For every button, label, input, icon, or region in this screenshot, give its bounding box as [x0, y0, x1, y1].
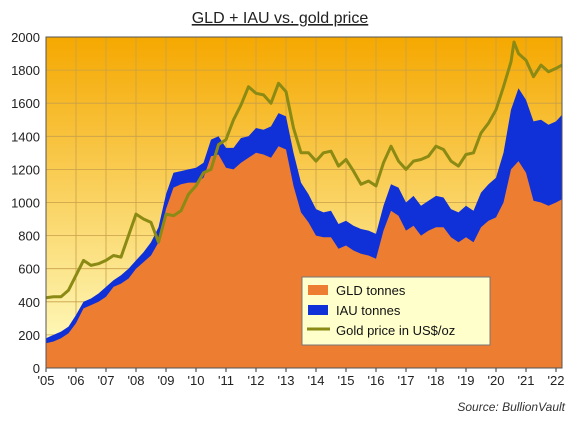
y-tick-label: 1400	[11, 129, 40, 144]
y-tick-label: 1600	[11, 96, 40, 111]
y-tick-label: 2000	[11, 30, 40, 45]
x-tick-label: '19	[458, 373, 475, 388]
x-tick-label: '20	[488, 373, 505, 388]
legend-label-gld: GLD tonnes	[336, 283, 406, 298]
legend-swatch-gld	[308, 285, 328, 295]
x-tick-label: '17	[398, 373, 415, 388]
y-tick-label: 200	[18, 328, 40, 343]
x-tick-label: '22	[548, 373, 565, 388]
x-tick-label: '08	[128, 373, 145, 388]
y-tick-label: 800	[18, 229, 40, 244]
series-gold-price-in-us-oz	[45, 40, 563, 300]
y-tick-label: 400	[18, 295, 40, 310]
axes: 0 200 400 600 800 1000 1200 1400 1600 1800 2000 '05…	[11, 30, 564, 388]
x-tick-label: '09	[158, 373, 175, 388]
y-tick-label: 600	[18, 262, 40, 277]
legend: GLD tonnes IAU tonnes Gold price in US$/…	[301, 276, 491, 346]
x-tick-label: '18	[428, 373, 445, 388]
y-tick-label: 1200	[11, 162, 40, 177]
y-tick-label: 1800	[11, 63, 40, 78]
legend-label-gold-price: Gold price in US$/oz	[336, 323, 455, 338]
y-tick-label: 1000	[11, 196, 40, 211]
legend-swatch-iau	[308, 305, 328, 315]
x-tick-label: '06	[68, 373, 85, 388]
x-tick-label: '11	[218, 373, 234, 388]
x-tick-label: '15	[338, 373, 355, 388]
x-tick-label: '07	[98, 373, 115, 388]
x-tick-label: '12	[248, 373, 265, 388]
x-tick-label: '05	[38, 373, 55, 388]
x-tick-label: '14	[308, 373, 325, 388]
legend-box	[301, 276, 491, 346]
x-tick-label: '10	[188, 373, 205, 388]
source-note: Source: BullionVault	[457, 400, 565, 414]
y-tick-label: 0	[33, 361, 40, 376]
plot-frame	[45, 36, 563, 369]
x-tick-label: '16	[368, 373, 385, 388]
x-tick-label: '21	[518, 373, 535, 388]
legend-label-iau: IAU tonnes	[336, 303, 401, 318]
chart-title: GLD + IAU vs. gold price	[192, 10, 369, 27]
x-tick-label: '13	[278, 373, 295, 388]
